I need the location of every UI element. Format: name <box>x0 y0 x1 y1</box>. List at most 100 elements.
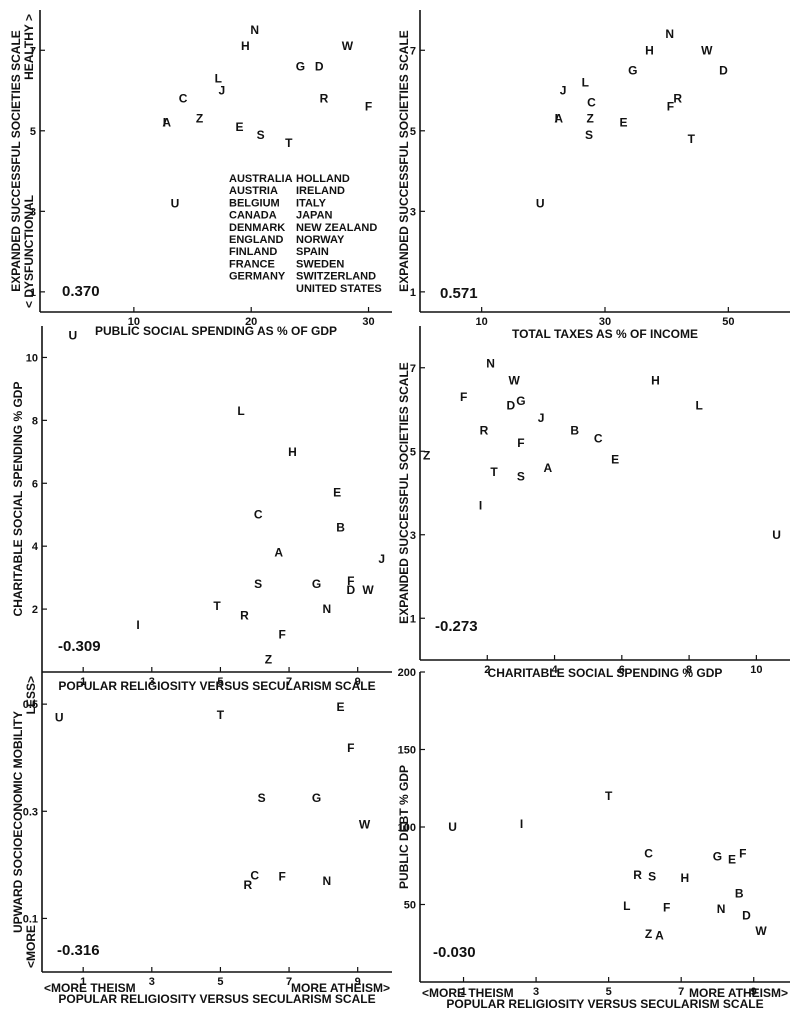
data-point-G: G <box>516 394 525 408</box>
data-point-J: J <box>219 84 226 98</box>
data-point-C: C <box>594 432 603 446</box>
y-axis-title: EXPANDED SUCCESSFUL SOCIETIES SCALE <box>9 30 23 292</box>
x-axis-title: POPULAR RELIGIOSITY VERSUS SECULARISM SC… <box>58 679 375 693</box>
data-point-E: E <box>619 116 627 130</box>
data-point-N: N <box>665 27 674 41</box>
data-point-B: B <box>336 520 345 534</box>
x-tick-label: 3 <box>149 676 155 688</box>
data-point-Z: Z <box>196 112 203 126</box>
data-point-W: W <box>755 924 767 938</box>
legend-entry: NEW ZEALAND <box>296 222 377 234</box>
y-tick-label: 5 <box>30 126 36 138</box>
data-point-U: U <box>536 196 545 210</box>
y-axis-high-label: LESS> <box>24 676 38 714</box>
data-point-I: I <box>136 618 139 632</box>
x-axis-right-label: MORE ATHEISM> <box>689 986 788 1000</box>
data-point-J: J <box>538 411 545 425</box>
data-point-G: G <box>713 849 722 863</box>
data-point-Z: Z <box>265 652 272 666</box>
correlation-value: -0.273 <box>435 618 478 635</box>
x-axis-title: CHARITABLE SOCIAL SPENDING % GDP <box>488 666 723 680</box>
data-point-U: U <box>171 196 180 210</box>
y-axis-low-label: < DYSFUNCTIONAL <box>22 195 36 308</box>
data-point-U: U <box>448 820 457 834</box>
correlation-value: -0.030 <box>433 944 476 961</box>
data-point-C: C <box>644 846 653 860</box>
x-axis-title: TOTAL TAXES AS % OF INCOME <box>512 327 698 341</box>
data-point-U: U <box>69 328 78 342</box>
y-tick-label: 100 <box>398 822 416 834</box>
x-axis-title: POPULAR RELIGIOSITY VERSUS SECULARISM SC… <box>58 992 375 1006</box>
x-axis-left-label: <MORE THEISM <box>44 981 136 995</box>
data-point-W: W <box>359 818 371 832</box>
y-tick-label: 5 <box>410 126 416 138</box>
legend-entry: DENMARK <box>229 222 285 234</box>
data-point-H: H <box>288 445 297 459</box>
correlation-value: -0.316 <box>57 942 100 959</box>
x-tick-label: 6 <box>619 664 625 676</box>
chart-panel-p4: 2 4 6 8 10 1 3 5 7 CHARITABLE SOCIAL SPENDING % G… <box>397 326 790 680</box>
data-point-G: G <box>312 791 321 805</box>
data-point-G: G <box>628 63 637 77</box>
data-point-F: F <box>460 390 467 404</box>
x-tick-label: 20 <box>245 316 257 328</box>
data-point-H: H <box>680 871 689 885</box>
x-tick-label: 1 <box>80 676 86 688</box>
data-point-Z: Z <box>645 927 652 941</box>
legend-entry: JAPAN <box>296 210 333 222</box>
y-tick-label: 4 <box>32 541 39 553</box>
data-point-W: W <box>701 43 713 57</box>
data-point-W: W <box>362 583 374 597</box>
y-tick-label: 5 <box>410 446 416 458</box>
data-point-I: I <box>163 116 166 130</box>
x-tick-label: 3 <box>149 976 155 988</box>
x-axis-title: PUBLIC SOCIAL SPENDING AS % OF GDP <box>95 324 337 338</box>
data-point-I: I <box>555 112 558 126</box>
data-point-C: C <box>254 508 263 522</box>
data-point-A: A <box>543 461 552 475</box>
data-point-T: T <box>605 789 613 803</box>
legend-entry: SWEDEN <box>296 258 344 270</box>
data-point-R: R <box>673 92 682 106</box>
data-point-F: F <box>517 436 524 450</box>
data-point-S: S <box>257 128 265 142</box>
y-tick-label: 3 <box>30 206 36 218</box>
data-point-N: N <box>322 602 331 616</box>
data-point-I: I <box>479 499 482 513</box>
data-point-F: F <box>347 574 354 588</box>
legend-entry: CANADA <box>229 210 277 222</box>
data-point-R: R <box>240 608 249 622</box>
data-point-T: T <box>217 708 225 722</box>
legend-entry: FINLAND <box>229 246 277 258</box>
data-point-Z: Z <box>587 112 594 126</box>
x-tick-label: 10 <box>476 316 488 328</box>
data-point-E: E <box>728 853 736 867</box>
legend-entry: GERMANY <box>229 271 286 283</box>
y-tick-label: 3 <box>410 530 416 542</box>
legend-entry: SWITZERLAND <box>296 271 376 283</box>
y-tick-label: 50 <box>404 900 416 912</box>
x-tick-label: 5 <box>606 986 612 998</box>
x-tick-label: 4 <box>551 664 558 676</box>
x-axis-title: POPULAR RELIGIOSITY VERSUS SECULARISM SC… <box>446 997 763 1011</box>
legend-entry: UNITED STATES <box>296 283 382 295</box>
x-tick-label: 2 <box>484 664 490 676</box>
data-point-D: D <box>719 63 728 77</box>
data-point-L: L <box>215 71 222 85</box>
correlation-value: 0.571 <box>440 285 478 302</box>
data-point-B: B <box>735 887 744 901</box>
x-axis-left-label: <MORE THEISM <box>422 986 514 1000</box>
y-axis-title: PUBLIC DEBT % GDP <box>397 765 411 889</box>
chart-panel-p2: 10 30 50 1 3 5 7 TOTAL TAXES AS % OF INCOME EXPA… <box>397 10 790 341</box>
country-legend: AUSTRALIA HOLLAND AUSTRIA IRELAND BELGIUM ITA… <box>229 173 382 295</box>
data-point-I: I <box>520 817 523 831</box>
data-point-H: H <box>241 39 250 53</box>
y-tick-label: 0.3 <box>23 806 38 818</box>
data-point-T: T <box>688 132 696 146</box>
data-point-R: R <box>320 92 329 106</box>
data-point-S: S <box>254 577 262 591</box>
y-tick-label: 7 <box>410 363 416 375</box>
chart-panel-p1: 10 20 30 1 3 5 7 PUBLIC SOCIAL SPENDING AS % OF… <box>9 10 392 338</box>
data-point-H: H <box>651 373 660 387</box>
data-point-F: F <box>365 100 372 114</box>
